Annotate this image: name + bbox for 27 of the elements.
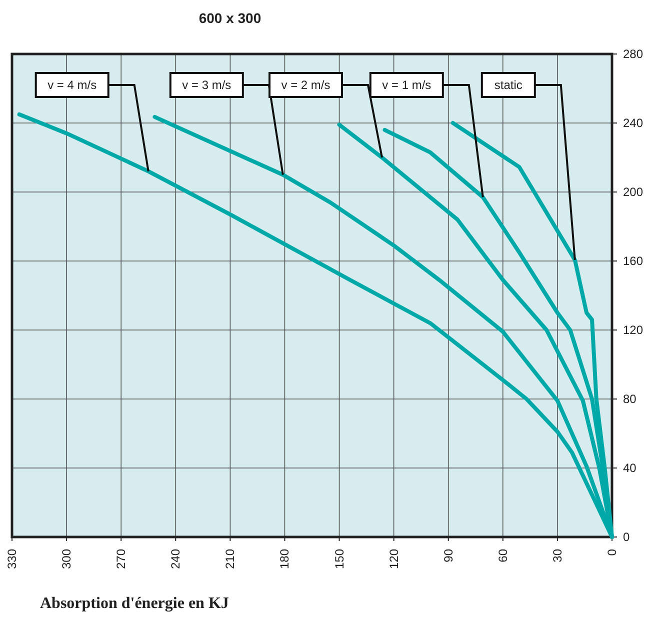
x-tick-label: 210 <box>223 548 238 570</box>
y-tick-label: 240 <box>623 116 644 130</box>
x-tick-label: 0 <box>605 548 619 556</box>
annotation: static <box>494 78 522 92</box>
y-tick-label: 0 <box>623 530 630 544</box>
y-tick-label: 200 <box>623 185 644 199</box>
y-tick-label: 120 <box>623 323 644 337</box>
annotation: v = 1 m/s <box>382 78 432 92</box>
x-tick-label: 60 <box>496 548 510 562</box>
x-tick-label: 180 <box>278 548 292 570</box>
x-tick-label: 120 <box>386 548 401 570</box>
annotation: v = 2 m/s <box>281 78 330 92</box>
x-tick-label: 150 <box>332 548 346 570</box>
x-tick-label: 330 <box>5 548 19 570</box>
x-axis-title: Absorption d'énergie en KJ <box>40 595 229 612</box>
x-tick-label: 300 <box>60 548 74 570</box>
x-tick-label: 90 <box>441 548 456 562</box>
x-tick-label: 270 <box>114 548 128 570</box>
y-tick-label: 40 <box>623 461 637 475</box>
y-tick-label: 80 <box>623 392 637 406</box>
x-tick-label: 30 <box>550 548 564 562</box>
y-tick-label: 280 <box>623 47 644 61</box>
x-tick-label: 240 <box>168 548 183 570</box>
y-tick-label: 160 <box>623 254 644 268</box>
chart-title: 600 x 300 <box>198 10 262 26</box>
annotation: v = 4 m/s <box>48 78 97 92</box>
annotation: v = 3 m/s <box>182 78 232 92</box>
